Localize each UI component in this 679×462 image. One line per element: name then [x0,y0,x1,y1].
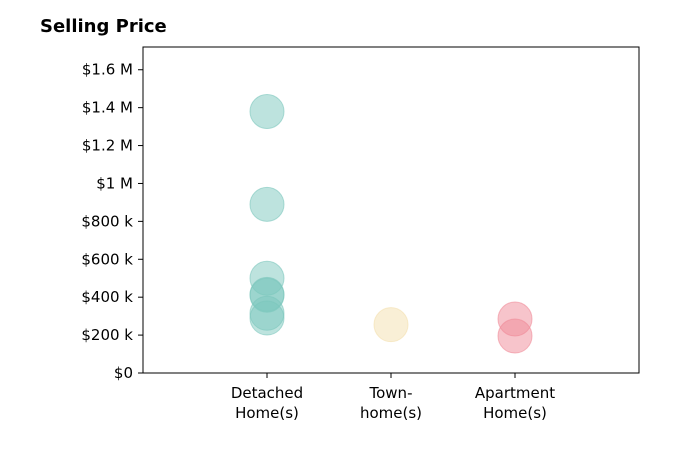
y-axis: $0 $200 k $400 k $600 k $800 k $1 M $1.2 M $1.4… [81,61,143,382]
data-point [249,186,285,222]
y-tick-label: $600 k [81,250,133,268]
y-tick-label: $800 k [81,212,133,230]
y-tick-label: $1.2 M [82,137,133,155]
y-tick-label: $0 [114,364,133,382]
x-tick-label: home(s) [360,404,422,422]
x-tick-label: Home(s) [483,404,547,422]
y-tick-label: $1 M [96,174,133,192]
y-tick-label: $1.4 M [82,99,133,117]
y-tick-label: $1.6 M [82,61,133,79]
y-tick-label: $400 k [81,288,133,306]
x-axis: Detached Home(s) Town-home(s) Apartment Home… [231,373,555,422]
x-tick-label: Town- [369,384,413,402]
data-point [373,307,409,343]
x-tick-label: Detached [231,384,303,402]
data-point [249,93,285,129]
data-point [497,318,533,354]
data-points [249,93,533,354]
chart-title: Selling Price [40,16,167,37]
x-tick-label: Home(s) [235,404,299,422]
y-tick-label: $200 k [81,326,133,344]
data-point [249,300,285,336]
x-tick-label: Apartment [475,384,555,402]
